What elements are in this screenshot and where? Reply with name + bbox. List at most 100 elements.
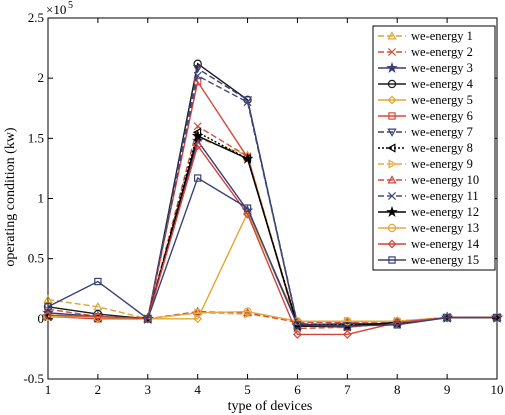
legend-entry: we-energy 7 — [378, 125, 473, 139]
legend-label: we-energy 9 — [411, 157, 473, 171]
data-point-marker — [44, 303, 52, 311]
legend-swatch-marker — [387, 223, 397, 233]
data-point-marker — [243, 98, 252, 107]
y-axis-label: operating condition (kw) — [3, 127, 18, 267]
data-point-marker — [193, 174, 202, 182]
legend-swatch-marker — [388, 256, 396, 264]
x-tick-label: 5 — [244, 382, 251, 397]
legend-swatch-marker — [387, 239, 397, 249]
x-axis-label: type of devices — [228, 399, 313, 414]
legend-entry: we-energy 5 — [378, 93, 473, 107]
legend-label: we-energy 1 — [411, 29, 473, 43]
x-tick-label: 9 — [444, 382, 451, 397]
legend-label: we-energy 11 — [411, 189, 479, 203]
data-point-marker — [393, 321, 401, 329]
x-tick-label: 3 — [145, 382, 152, 397]
data-point-marker — [193, 141, 203, 151]
legend-label: we-energy 8 — [411, 141, 473, 155]
x-tick-label: 2 — [95, 382, 102, 397]
legend-entry: we-energy 13 — [378, 221, 479, 235]
legend-label: we-energy 10 — [411, 173, 479, 187]
data-point-marker — [493, 313, 501, 322]
legend-swatch-marker — [388, 159, 397, 169]
x-tick-label: 7 — [344, 382, 351, 397]
x-tick-label: 1 — [45, 382, 52, 397]
legend-swatch-marker — [387, 79, 397, 89]
x-tick-label: 10 — [491, 382, 504, 397]
data-point-marker — [443, 313, 451, 322]
legend-entry: we-energy 4 — [378, 77, 474, 91]
legend-label: we-energy 6 — [411, 109, 473, 123]
x-tick-label: 6 — [294, 382, 301, 397]
legend-swatch-marker — [387, 191, 397, 201]
data-point-marker — [43, 312, 53, 321]
legend-entry: we-energy 11 — [378, 189, 479, 203]
data-point-marker — [94, 277, 102, 286]
legend-label: we-energy 3 — [411, 61, 473, 75]
legend-entry: we-energy 1 — [378, 29, 473, 43]
legend-swatch-marker — [387, 128, 397, 137]
y-tick-label: 0.5 — [28, 251, 44, 266]
y-tick-label: 1 — [38, 191, 45, 206]
x-tick-label: 4 — [194, 382, 201, 397]
data-point-marker — [193, 71, 202, 80]
legend-entry: we-energy 8 — [378, 141, 473, 155]
legend-swatch-marker — [386, 205, 398, 217]
legend-swatch-marker — [387, 47, 397, 57]
y-tick-label: 2 — [38, 70, 45, 85]
legend-label: we-energy 4 — [411, 77, 474, 91]
series-line — [47, 143, 497, 336]
legend-label: we-energy 2 — [411, 45, 473, 59]
data-point-marker — [93, 313, 103, 322]
data-point-marker — [144, 315, 152, 323]
data-point-marker — [93, 311, 103, 321]
legend-swatch-marker — [387, 175, 397, 184]
data-point-marker — [193, 308, 202, 318]
data-point-marker — [241, 152, 254, 164]
data-point-marker — [191, 129, 204, 141]
data-point-marker — [193, 65, 203, 74]
legend-swatch-marker — [387, 31, 397, 40]
legend-entry: we-energy 15 — [378, 253, 479, 267]
data-point-marker — [342, 330, 352, 339]
y-exponent-power: 5 — [68, 0, 73, 11]
y-tick-label: 2.5 — [28, 10, 44, 25]
data-point-marker — [293, 321, 302, 329]
data-point-marker — [193, 314, 203, 324]
data-point-marker — [243, 204, 252, 212]
legend-swatch-marker — [386, 61, 398, 73]
legend-entry: we-energy 12 — [378, 205, 479, 219]
legend-label: we-energy 7 — [411, 125, 473, 139]
data-point-marker — [193, 59, 202, 68]
series-15 — [44, 174, 501, 330]
legend-entry: we-energy 6 — [378, 109, 473, 123]
legend-entry: we-energy 14 — [378, 237, 480, 251]
legend-swatch-marker — [387, 143, 396, 153]
series-line — [47, 176, 497, 327]
legend-entry: we-energy 9 — [378, 157, 473, 171]
legend-entry: we-energy 2 — [378, 45, 473, 59]
legend-entry: we-energy 10 — [378, 173, 479, 187]
series-layer — [42, 59, 503, 339]
data-point-marker — [93, 301, 103, 311]
data-point-marker — [343, 317, 352, 326]
tick-layer: 1 2 3 4 5 6 7 8 9 10 -0.5 0 0.5 1 1.5 2 2.5 — [23, 10, 503, 397]
y-exponent-label: ×10 — [46, 2, 66, 17]
legend-label: we-energy 13 — [411, 221, 479, 235]
data-point-marker — [43, 294, 53, 304]
x-tick-label: 8 — [394, 382, 401, 397]
data-point-marker — [292, 330, 302, 339]
legend-label: we-energy 14 — [411, 237, 480, 251]
legend-entry: we-energy 3 — [378, 61, 473, 75]
data-point-marker — [193, 306, 203, 316]
legend-label: we-energy 12 — [411, 205, 479, 219]
legend-label: we-energy 5 — [411, 93, 473, 107]
legend-label: we-energy 15 — [411, 253, 479, 267]
legend-swatch-marker — [387, 95, 397, 105]
data-point-marker — [343, 322, 352, 330]
y-tick-label: -0.5 — [23, 371, 44, 386]
legend: we-energy 1 we-energy 2 we-energy 3 we-ener… — [372, 25, 496, 271]
legend-swatch-marker — [388, 112, 396, 120]
y-tick-label: 0 — [38, 311, 45, 326]
